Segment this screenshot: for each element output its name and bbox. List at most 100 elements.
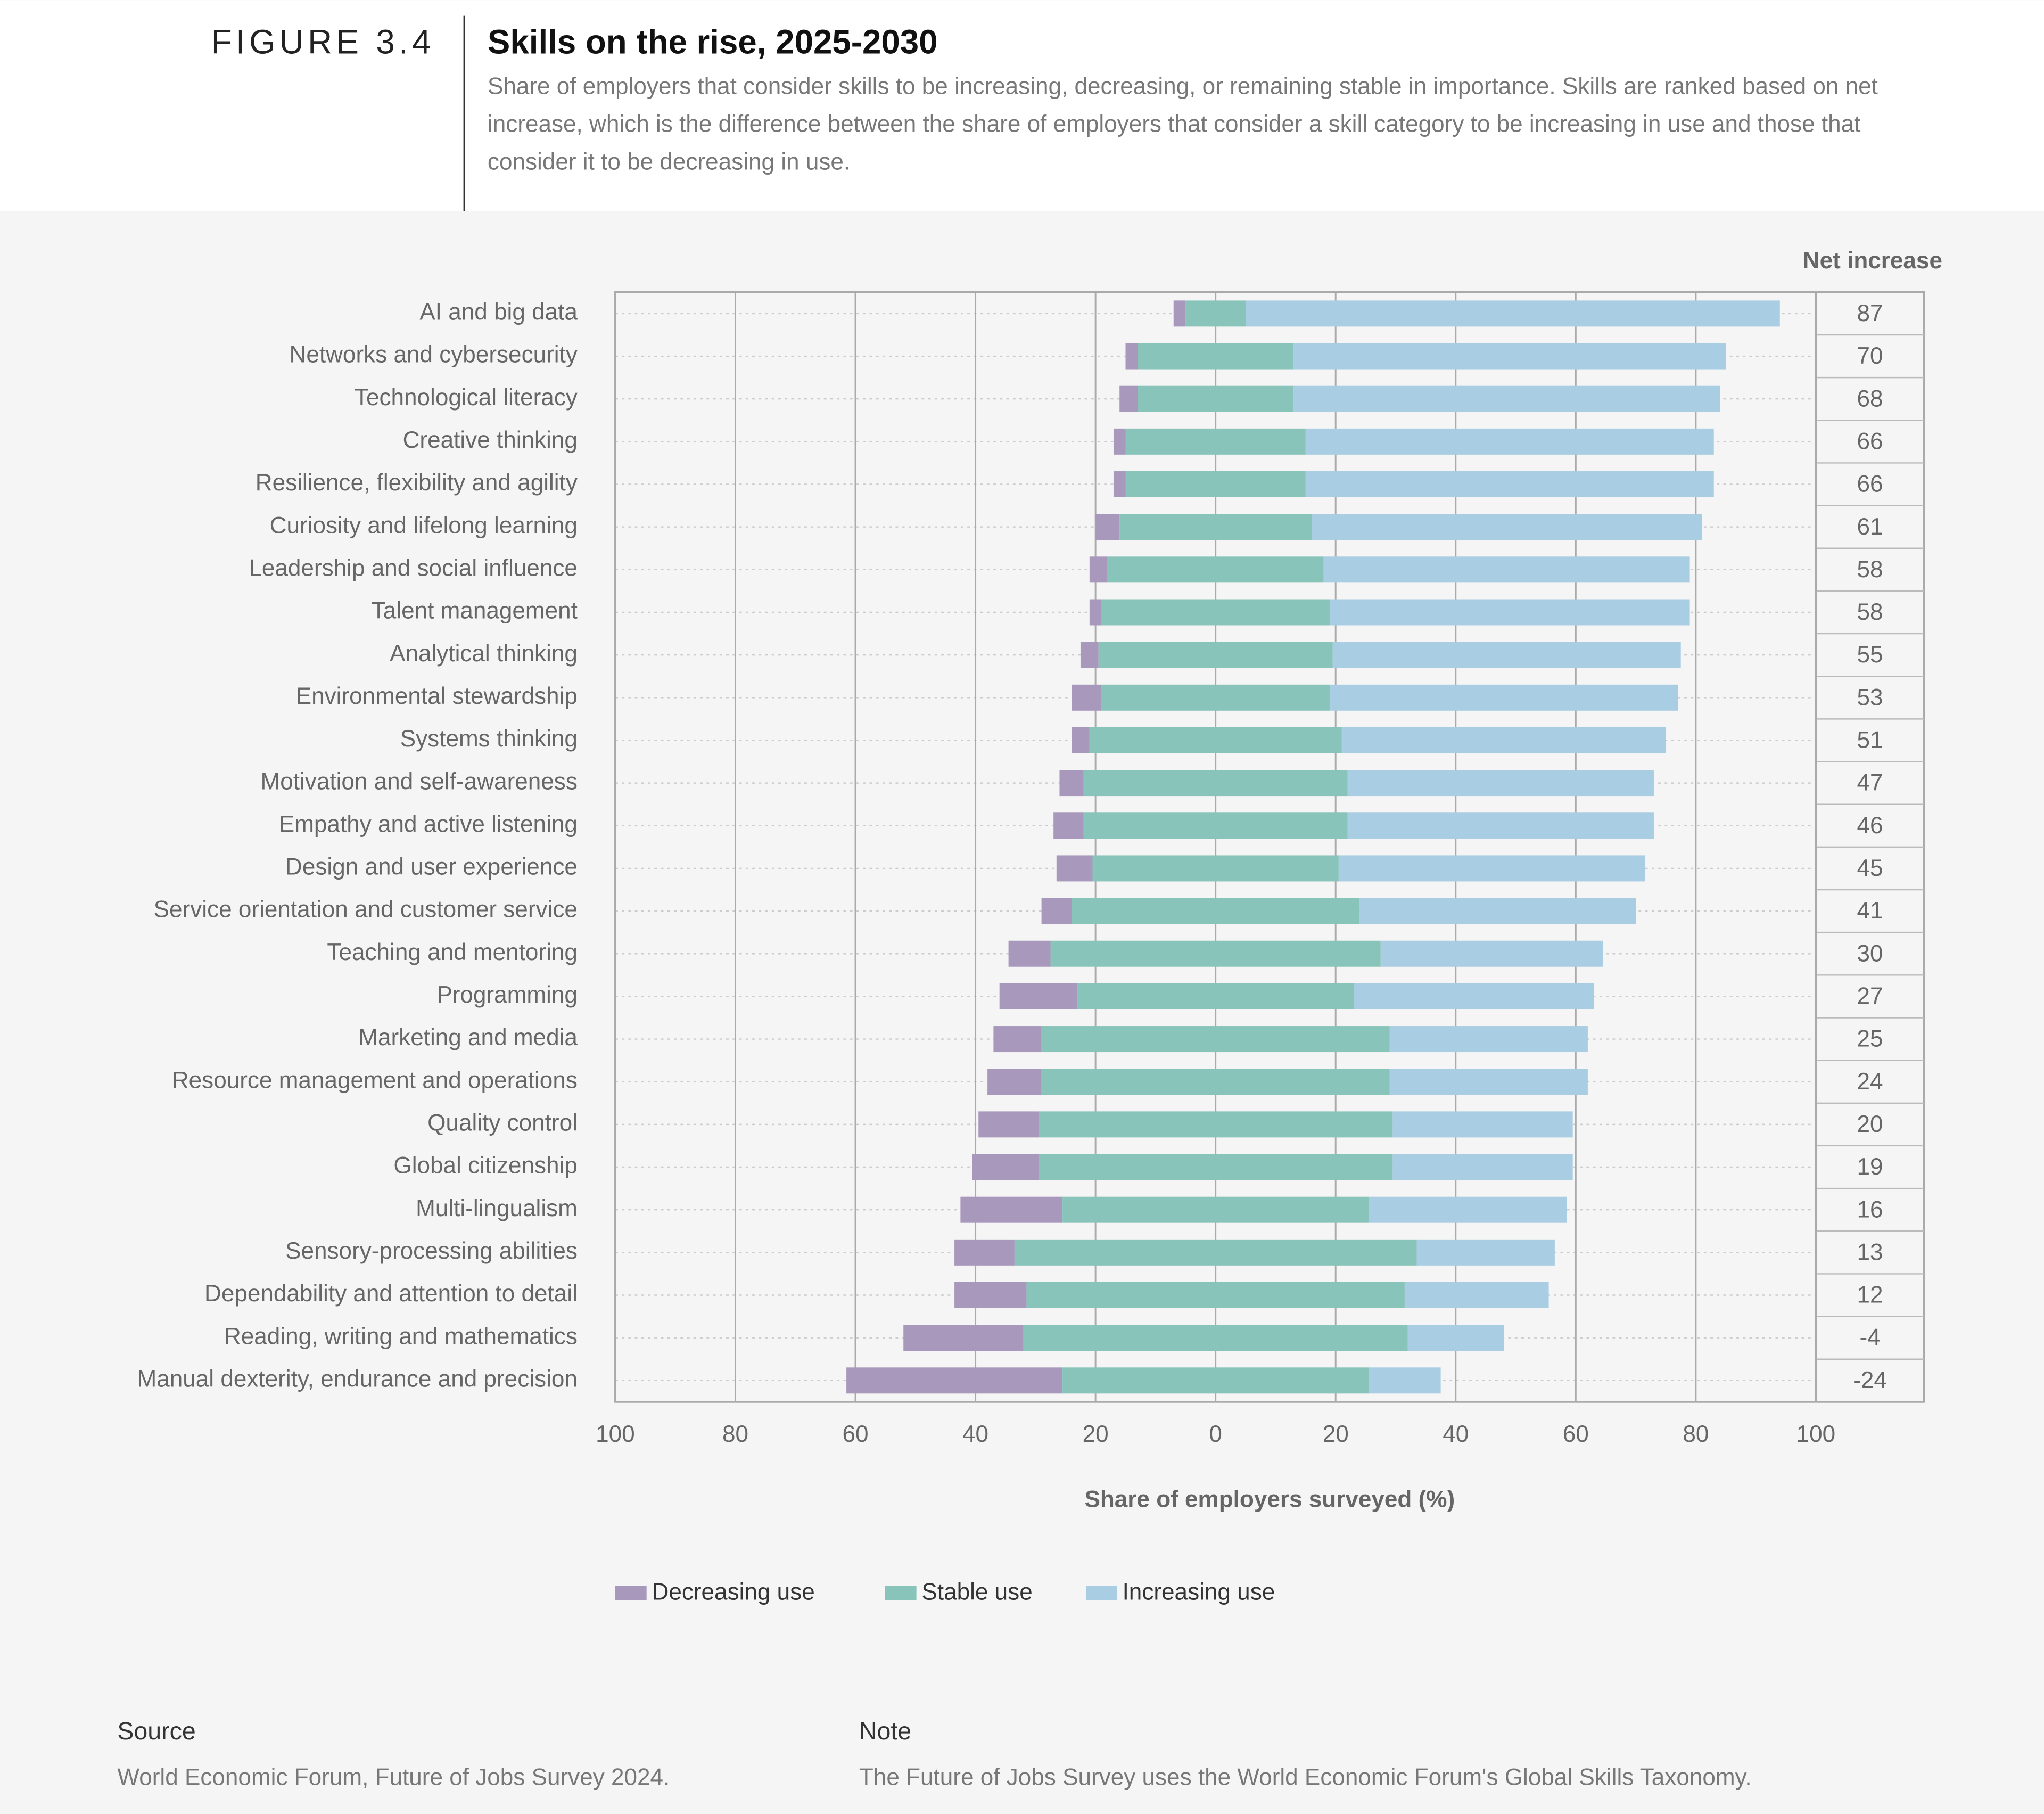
y-tick-label: Teaching and mentoring (327, 939, 577, 965)
y-tick-label: Environmental stewardship (296, 683, 578, 709)
bar-increasing (1369, 1367, 1441, 1394)
bar-increasing (1329, 684, 1678, 711)
y-tick-label: Dependability and attention to detail (204, 1281, 578, 1307)
bar-decreasing (1113, 471, 1126, 498)
bar-increasing (1341, 727, 1666, 753)
bar-stable (1014, 1239, 1417, 1266)
bar-stable (1072, 898, 1360, 924)
bar-stable (1038, 1111, 1393, 1138)
bar-stable (1098, 642, 1333, 668)
x-tick-label: 40 (962, 1421, 988, 1447)
source-text: World Economic Forum, Future of Jobs Sur… (117, 1764, 670, 1790)
net-value: 66 (1857, 471, 1883, 497)
bar-stable (1138, 343, 1294, 370)
bar-decreasing (954, 1239, 1015, 1266)
bar-increasing (1369, 1196, 1567, 1223)
figure-label: FIGURE 3.4 (211, 23, 435, 61)
bar-stable (1041, 1026, 1390, 1053)
net-value: 66 (1857, 428, 1883, 454)
bar-decreasing (960, 1196, 1063, 1223)
subtitle-box: Share of employers that consider skills … (487, 73, 1878, 175)
bar-increasing (1312, 514, 1702, 540)
bar-decreasing (1119, 385, 1138, 412)
chart-title: Skills on the rise, 2025-2030 (488, 23, 938, 61)
bar-decreasing (1080, 642, 1099, 668)
bar-increasing (1392, 1111, 1573, 1138)
y-tick-label: Resilience, flexibility and agility (256, 470, 578, 496)
legend-swatch (1086, 1586, 1117, 1600)
bar-stable (1092, 855, 1339, 882)
bar-decreasing (1113, 428, 1126, 455)
bar-decreasing (1089, 556, 1108, 583)
bar-increasing (1347, 770, 1654, 797)
net-value: 61 (1857, 514, 1883, 540)
y-tick-label: Manual dexterity, endurance and precisio… (137, 1366, 578, 1392)
net-value: 45 (1857, 855, 1883, 881)
legend-label: Decreasing use (652, 1579, 814, 1605)
bar-stable (1101, 684, 1330, 711)
net-value: 30 (1857, 940, 1883, 966)
x-tick-label: 60 (1563, 1421, 1589, 1447)
legend-label: Increasing use (1123, 1579, 1275, 1605)
x-axis-title: Share of employers surveyed (%) (1084, 1487, 1455, 1513)
bar-increasing (1332, 642, 1681, 668)
x-tick-label: 40 (1443, 1421, 1469, 1447)
bar-decreasing (1059, 770, 1084, 797)
bar-increasing (1354, 983, 1594, 1009)
net-value: 47 (1857, 770, 1883, 796)
bar-stable (1107, 556, 1324, 583)
bar-stable (1062, 1367, 1369, 1394)
bar-decreasing (1089, 599, 1102, 626)
bar-stable (1138, 385, 1294, 412)
net-value: 20 (1857, 1111, 1883, 1137)
bar-decreasing (987, 1069, 1042, 1095)
net-value: 87 (1857, 300, 1883, 326)
x-tick-label: 100 (1796, 1421, 1836, 1447)
bar-increasing (1329, 599, 1690, 626)
bar-stable (1077, 983, 1354, 1009)
bar-increasing (1404, 1282, 1549, 1308)
y-tick-label: AI and big data (419, 299, 578, 325)
x-tick-label: 60 (843, 1421, 869, 1447)
bar-increasing (1416, 1239, 1555, 1266)
bar-decreasing (972, 1154, 1039, 1180)
y-tick-label: Quality control (427, 1110, 578, 1136)
net-value: 70 (1857, 343, 1883, 369)
y-tick-label: Reading, writing and mathematics (224, 1323, 578, 1349)
bar-increasing (1338, 855, 1645, 882)
net-value: -24 (1853, 1367, 1887, 1393)
bar-stable (1089, 727, 1342, 753)
bar-decreasing (978, 1111, 1039, 1138)
y-tick-label: Networks and cybersecurity (290, 342, 578, 368)
y-tick-label: Sensory-processing abilities (285, 1238, 578, 1264)
bar-decreasing (1008, 940, 1051, 967)
net-value: 27 (1857, 983, 1883, 1009)
source-label: Source (117, 1717, 195, 1745)
net-value: 68 (1857, 385, 1883, 412)
y-tick-label: Leadership and social influence (249, 555, 578, 581)
bar-increasing (1392, 1154, 1573, 1180)
bar-stable (1023, 1325, 1408, 1351)
chart-subtitle: Share of employers that consider skills … (487, 73, 1878, 175)
y-tick-label: Systems thinking (400, 726, 578, 752)
y-tick-label: Global citizenship (393, 1153, 577, 1179)
net-value: -4 (1859, 1325, 1880, 1351)
net-value: 12 (1857, 1282, 1883, 1308)
bar-increasing (1407, 1325, 1504, 1351)
bar-stable (1185, 300, 1246, 327)
x-tick-label: 100 (596, 1421, 635, 1447)
bar-stable (1062, 1196, 1369, 1223)
bar-increasing (1323, 556, 1690, 583)
y-tick-label: Programming (436, 982, 578, 1008)
bar-increasing (1305, 471, 1714, 498)
bar-decreasing (1072, 684, 1102, 711)
legend-swatch (615, 1586, 647, 1600)
note-label: Note (859, 1717, 911, 1745)
bar-decreasing (954, 1282, 1027, 1308)
net-value: 51 (1857, 727, 1883, 753)
y-tick-label: Curiosity and lifelong learning (270, 512, 578, 538)
y-tick-label: Motivation and self-awareness (261, 768, 578, 794)
y-tick-label: Analytical thinking (390, 641, 578, 667)
